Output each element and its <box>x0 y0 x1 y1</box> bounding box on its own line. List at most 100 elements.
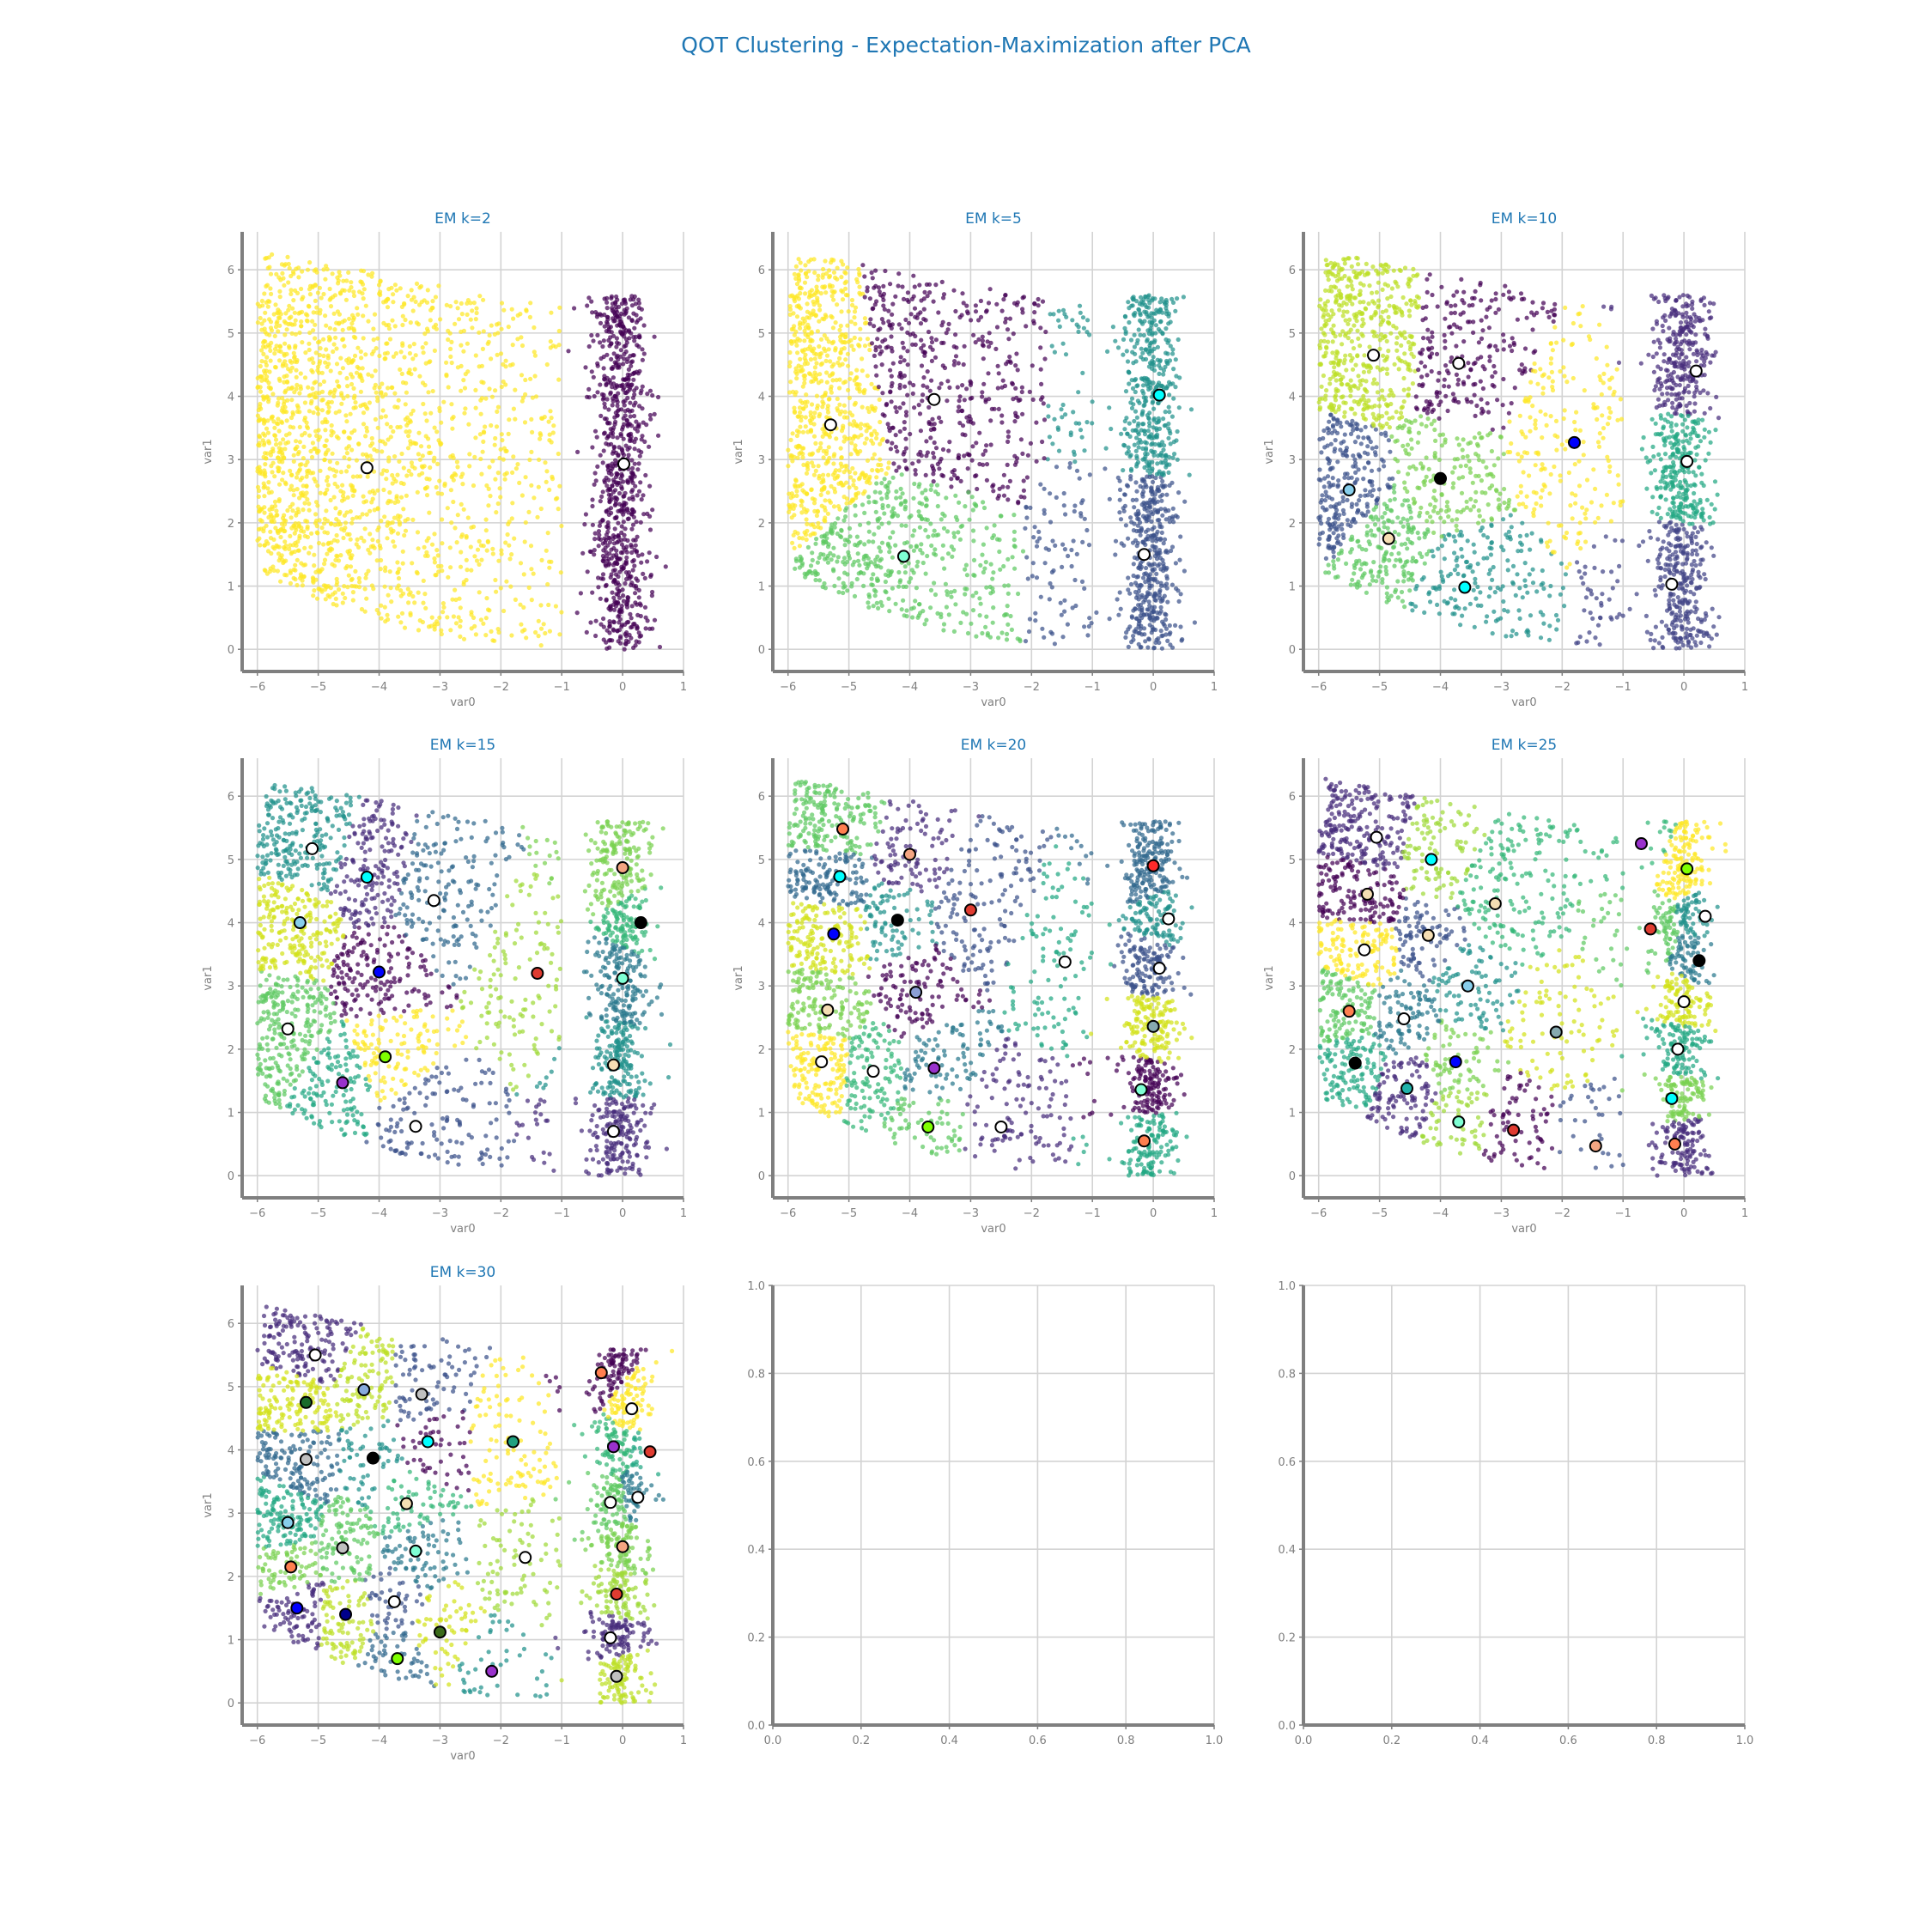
data-point <box>276 349 282 354</box>
data-point <box>939 381 944 386</box>
data-point <box>873 509 878 514</box>
data-point <box>925 553 930 559</box>
data-point <box>1059 612 1064 617</box>
data-point <box>1094 610 1099 616</box>
data-point <box>451 499 456 505</box>
data-point <box>490 459 495 464</box>
data-point <box>621 593 626 598</box>
data-point <box>379 616 384 621</box>
data-point <box>973 303 978 308</box>
data-point <box>310 369 315 374</box>
data-point <box>613 474 619 480</box>
data-point <box>478 617 484 623</box>
data-point <box>523 519 528 526</box>
data-point <box>341 337 346 342</box>
data-point <box>326 361 331 367</box>
data-point <box>894 489 899 495</box>
data-point <box>586 295 592 301</box>
data-point <box>1003 292 1008 298</box>
data-point <box>839 332 844 337</box>
data-point <box>1005 462 1010 468</box>
data-point <box>324 450 329 455</box>
data-point <box>861 571 866 576</box>
data-point <box>931 471 936 477</box>
data-point <box>511 406 517 411</box>
data-point <box>823 290 829 295</box>
data-point <box>886 460 891 465</box>
data-point <box>1124 630 1129 635</box>
data-point <box>839 275 844 280</box>
data-point <box>373 416 378 422</box>
data-point <box>636 297 641 302</box>
data-point <box>964 303 969 308</box>
data-point <box>416 628 422 633</box>
data-point <box>916 509 921 514</box>
data-point <box>995 495 1000 501</box>
data-point <box>1113 338 1118 343</box>
data-point <box>325 355 331 361</box>
data-point <box>604 475 609 481</box>
data-point <box>404 473 410 478</box>
data-point <box>268 286 273 291</box>
data-point <box>845 265 850 270</box>
data-point <box>467 464 472 469</box>
data-point <box>340 591 345 596</box>
data-point <box>855 551 860 556</box>
data-point <box>995 386 1000 391</box>
data-point <box>465 301 470 306</box>
data-point <box>794 428 800 434</box>
x-tick-label: −2 <box>493 681 509 694</box>
data-point <box>325 410 331 415</box>
data-point <box>878 549 884 554</box>
data-point <box>884 439 890 444</box>
data-point <box>856 343 861 348</box>
data-point <box>617 501 623 507</box>
data-point <box>910 615 915 620</box>
data-point <box>913 598 918 604</box>
data-point <box>590 522 596 527</box>
data-point <box>446 385 451 390</box>
data-point <box>295 582 300 588</box>
data-point <box>978 562 983 568</box>
data-point <box>633 600 638 605</box>
data-point <box>637 404 642 409</box>
data-point <box>315 368 320 373</box>
data-point <box>348 509 353 514</box>
data-point <box>300 269 305 274</box>
data-point <box>390 481 395 486</box>
data-point <box>459 343 464 348</box>
data-point <box>274 271 279 276</box>
data-point <box>519 335 524 340</box>
data-point <box>794 343 799 348</box>
data-point <box>339 526 344 532</box>
data-point <box>288 580 293 586</box>
data-point <box>831 453 836 459</box>
data-point <box>257 434 262 439</box>
data-point <box>607 496 612 501</box>
data-point <box>1081 325 1086 331</box>
data-point <box>1042 561 1048 566</box>
data-point <box>605 628 610 633</box>
data-point <box>893 543 898 548</box>
data-point <box>611 489 617 495</box>
data-point <box>798 306 804 311</box>
data-point <box>881 297 886 302</box>
data-point <box>827 397 832 402</box>
data-point <box>1121 337 1127 342</box>
data-point <box>315 411 321 416</box>
data-point <box>605 306 610 311</box>
data-point <box>307 341 312 346</box>
data-point <box>333 506 338 511</box>
data-point <box>1139 610 1145 615</box>
data-point <box>1034 575 1040 580</box>
data-point <box>903 413 909 418</box>
data-point <box>1009 627 1014 633</box>
data-point <box>934 483 940 488</box>
data-point <box>292 390 297 395</box>
data-point <box>590 445 595 450</box>
data-point <box>792 545 797 550</box>
y-tick-label: 5 <box>228 328 234 341</box>
data-point <box>494 510 499 515</box>
data-point <box>386 437 391 442</box>
data-point <box>307 292 313 297</box>
